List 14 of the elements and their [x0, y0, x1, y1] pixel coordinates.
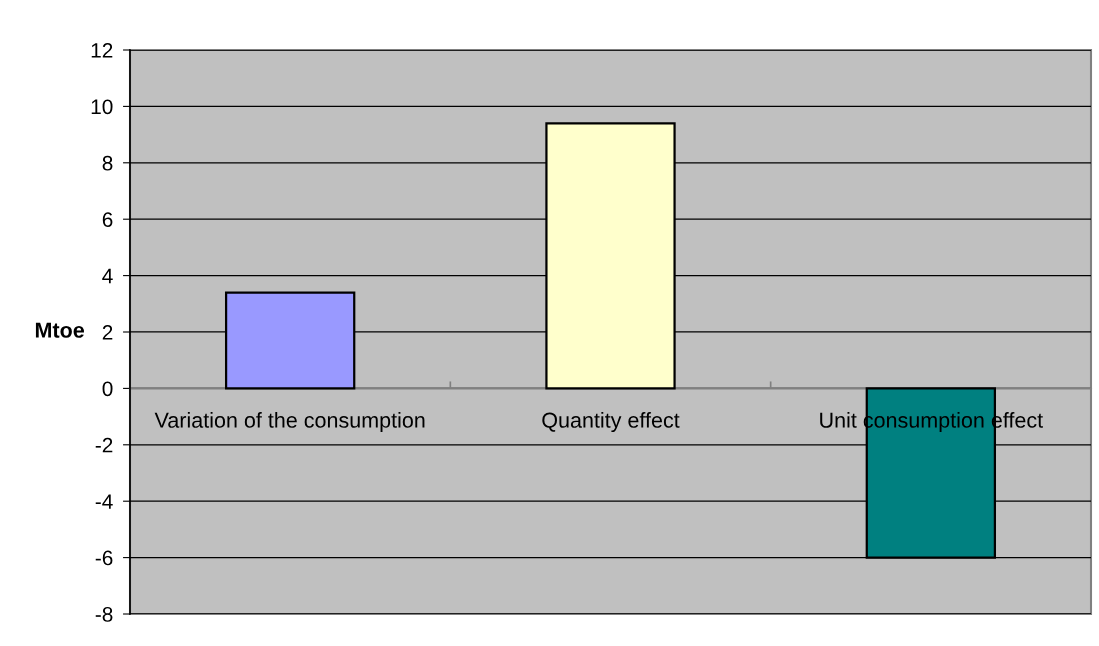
y-tick-label: 10: [91, 99, 113, 115]
x-tick-label: Variation of the consumption: [154, 412, 425, 433]
y-axis-title: Mtoe: [35, 322, 84, 338]
x-tick-label: Quantity effect: [542, 412, 680, 433]
y-tick-label: 0: [102, 381, 113, 397]
y-tick-label: -2: [95, 437, 113, 453]
y-tick-label: 8: [102, 155, 113, 171]
y-tick-label: 6: [102, 212, 113, 227]
y-tick-label: -6: [95, 550, 113, 566]
y-tick-label: 12: [91, 43, 113, 58]
y-tick-label: -8: [95, 607, 113, 622]
y-tick-label: 2: [102, 325, 113, 340]
y-tick-label: -4: [95, 494, 113, 509]
y-tick-label: 4: [102, 268, 113, 284]
